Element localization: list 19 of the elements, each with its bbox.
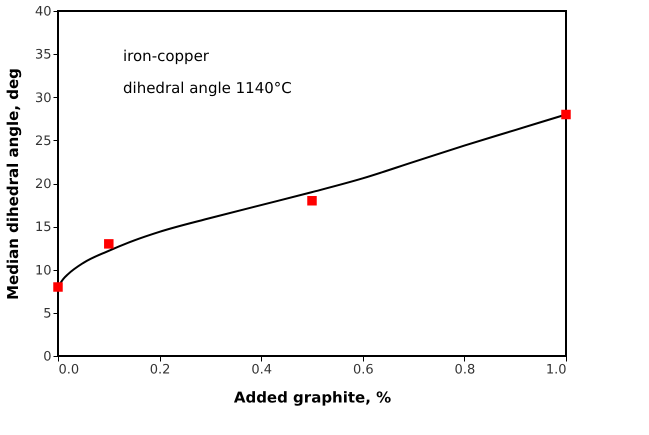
y-tick-label: 35 bbox=[34, 48, 52, 63]
y-tick-label: 0 bbox=[43, 350, 52, 364]
x-tick-label: 0.8 bbox=[454, 362, 476, 378]
y-tick-label: 10 bbox=[34, 263, 52, 278]
y-tick-label: 40 bbox=[34, 4, 52, 20]
y-tick-label: 15 bbox=[34, 220, 52, 236]
annotation: dihedral angle 1140°C bbox=[123, 79, 292, 97]
y-tick-label: 25 bbox=[34, 134, 52, 149]
x-tick-label: 0.4 bbox=[251, 362, 272, 378]
x-tick-label: 0.0 bbox=[58, 362, 80, 378]
x-axis-title: Added graphite, % bbox=[234, 388, 392, 406]
y-tick-label: 5 bbox=[43, 306, 52, 322]
x-tick-label: 0.6 bbox=[352, 362, 374, 378]
y-axis-title: Median dihedral angle, deg bbox=[4, 68, 22, 300]
x-tick-label: 1.0 bbox=[546, 362, 566, 378]
y-tick-label: 30 bbox=[34, 90, 52, 106]
annotation: iron-copper bbox=[123, 47, 210, 65]
x-tick-label: 0.2 bbox=[150, 362, 170, 378]
y-tick-label: 20 bbox=[34, 177, 52, 192]
